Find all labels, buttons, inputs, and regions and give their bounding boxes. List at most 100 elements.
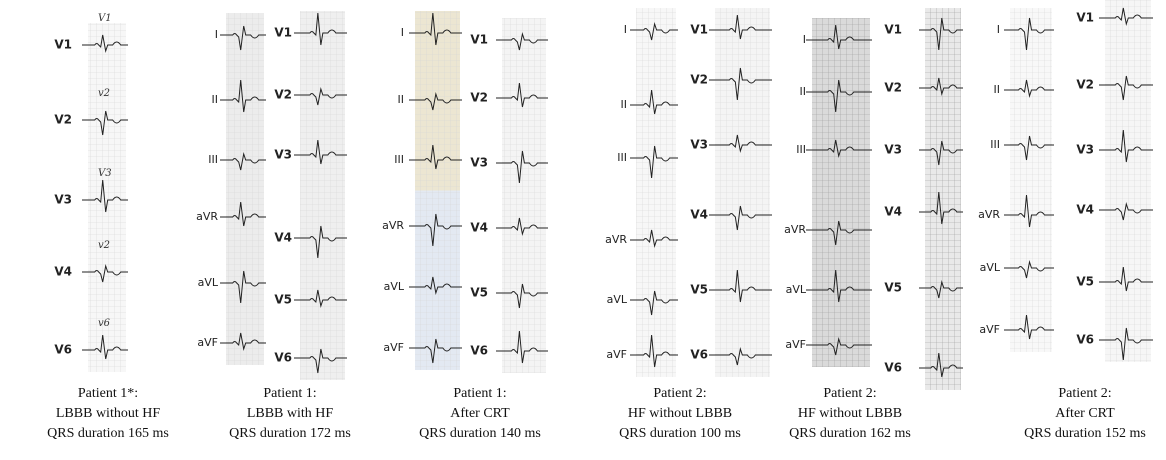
ecg-trace bbox=[294, 87, 347, 106]
lead-label: II bbox=[398, 93, 405, 106]
lead-label: V3 bbox=[274, 148, 292, 162]
lead-label: V1 bbox=[690, 23, 708, 37]
lead-label: V5 bbox=[274, 293, 292, 307]
ecg-trace bbox=[220, 25, 266, 51]
ecg-trace bbox=[1004, 17, 1054, 51]
lead-label: V6 bbox=[1076, 333, 1094, 347]
lead-label: II bbox=[994, 83, 1001, 96]
ecg-trace bbox=[82, 34, 128, 53]
ecg-grid bbox=[812, 18, 870, 367]
lead-label: V1 bbox=[274, 26, 292, 40]
ecg-trace bbox=[1004, 314, 1054, 340]
caption: Patient 2: bbox=[653, 386, 706, 401]
lead-label: III bbox=[796, 143, 806, 156]
ecg-trace bbox=[82, 179, 128, 213]
handwritten-note: V3 bbox=[98, 168, 112, 179]
ecg-grid bbox=[300, 11, 345, 380]
lead-label: V4 bbox=[884, 205, 902, 219]
lead-label: aVL bbox=[980, 261, 1001, 274]
ecg-trace bbox=[294, 348, 347, 374]
ecg-trace bbox=[919, 352, 963, 378]
ecg-trace bbox=[409, 12, 462, 46]
handwritten-note: v2 bbox=[98, 240, 110, 251]
ecg-trace bbox=[709, 205, 772, 231]
lead-label: aVR bbox=[978, 208, 1000, 221]
lead-label: V4 bbox=[690, 208, 708, 222]
lead-label: V6 bbox=[884, 361, 902, 375]
ecg-trace bbox=[630, 22, 678, 41]
ecg-grid bbox=[925, 8, 961, 390]
lead-label: V1 bbox=[1076, 11, 1094, 25]
ecg-trace bbox=[496, 283, 548, 309]
ecg-trace bbox=[1004, 260, 1054, 279]
lead-label: III bbox=[394, 153, 404, 166]
lead-label: V2 bbox=[54, 113, 72, 127]
lead-label: aVF bbox=[197, 336, 218, 349]
lead-label: V2 bbox=[470, 91, 488, 105]
ecg-trace bbox=[1004, 194, 1054, 228]
ecg-grid bbox=[88, 23, 126, 372]
ecg-trace bbox=[496, 217, 548, 236]
caption: HF without LBBB bbox=[628, 406, 732, 421]
ecg-trace bbox=[709, 269, 772, 303]
ecg-trace bbox=[496, 150, 548, 184]
ecg-trace bbox=[496, 82, 548, 108]
ecg-trace bbox=[1004, 135, 1054, 161]
ecg-trace bbox=[630, 145, 678, 179]
ecg-trace bbox=[294, 12, 347, 46]
lead-label: II bbox=[212, 93, 219, 106]
lead-label: I bbox=[401, 26, 404, 39]
caption: QRS duration 152 ms bbox=[1024, 426, 1146, 441]
lead-label: V1 bbox=[54, 38, 72, 52]
caption: LBBB with HF bbox=[247, 406, 334, 421]
lead-label: I bbox=[803, 33, 806, 46]
lead-label: aVL bbox=[786, 283, 807, 296]
lead-label: V4 bbox=[274, 231, 292, 245]
lead-label: V4 bbox=[470, 221, 488, 235]
ecg-grid bbox=[715, 8, 770, 377]
lead-label: II bbox=[621, 98, 628, 111]
lead-label: aVF bbox=[383, 341, 404, 354]
ecg-trace bbox=[220, 332, 266, 351]
ecg-trace bbox=[1099, 129, 1153, 163]
lead-label: V4 bbox=[54, 265, 72, 279]
ecg-grid bbox=[226, 13, 264, 365]
lead-label: V5 bbox=[1076, 275, 1094, 289]
ecg-trace bbox=[919, 191, 963, 225]
ecg-trace bbox=[1099, 266, 1153, 292]
lead-label: V1 bbox=[470, 33, 488, 47]
ecg-trace bbox=[806, 79, 872, 113]
ecg-trace bbox=[630, 290, 678, 316]
ecg-trace bbox=[294, 289, 347, 308]
ecg-trace bbox=[919, 140, 963, 166]
ecg-trace bbox=[409, 144, 462, 170]
ecg-trace bbox=[409, 338, 462, 364]
ecg-grid bbox=[415, 11, 460, 370]
ecg-trace bbox=[630, 229, 678, 248]
ecg-trace bbox=[806, 220, 872, 246]
ecg-trace bbox=[294, 139, 347, 165]
caption: QRS duration 165 ms bbox=[47, 426, 169, 441]
ecg-grid bbox=[1105, 0, 1151, 362]
lead-label: aVR bbox=[196, 210, 218, 223]
caption: Patient 2: bbox=[823, 386, 876, 401]
lead-label: V3 bbox=[884, 143, 902, 157]
lead-label: aVR bbox=[784, 223, 806, 236]
ecg-trace bbox=[1099, 327, 1153, 361]
lead-label: aVL bbox=[384, 280, 405, 293]
ecg-trace bbox=[919, 17, 963, 51]
ecg-trace bbox=[709, 67, 772, 101]
lead-label: aVR bbox=[382, 219, 404, 232]
ecg-trace bbox=[1099, 202, 1153, 221]
caption: QRS duration 140 ms bbox=[419, 426, 541, 441]
lead-label: aVF bbox=[606, 348, 627, 361]
lead-label: III bbox=[617, 151, 627, 164]
ecg-trace bbox=[806, 337, 872, 356]
lead-label: V1 bbox=[884, 23, 902, 37]
lead-label: V5 bbox=[884, 281, 902, 295]
ecg-trace bbox=[1004, 79, 1054, 98]
lead-label: V6 bbox=[54, 343, 72, 357]
ecg-trace bbox=[409, 213, 462, 247]
ecg-grid bbox=[636, 8, 676, 377]
lead-label: III bbox=[208, 153, 218, 166]
